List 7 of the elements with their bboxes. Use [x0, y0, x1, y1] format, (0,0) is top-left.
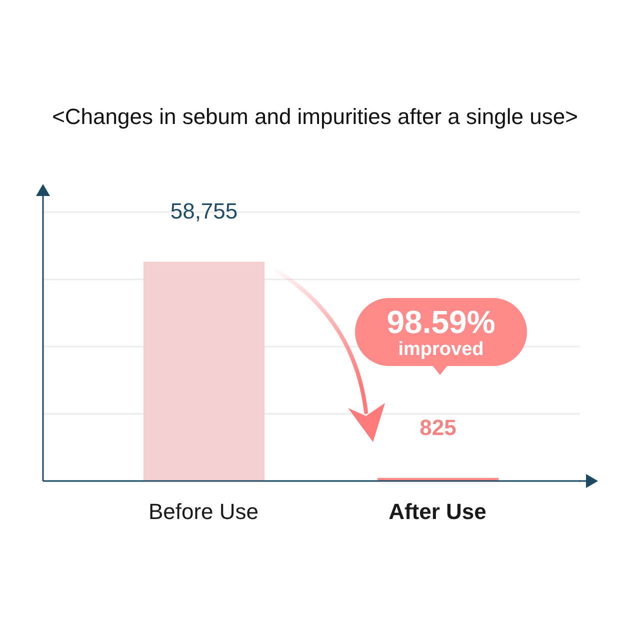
x-tick-label: After Use [388, 499, 486, 524]
data-label: 58,755 [170, 198, 238, 224]
chart-title: <Changes in sebum and impurities after a single use> [52, 104, 578, 129]
x-tick-label: Before Use [148, 499, 259, 524]
data-label: 825 [420, 414, 456, 440]
annotation: 98.59% [386, 304, 496, 340]
annotation: improved [398, 339, 484, 360]
